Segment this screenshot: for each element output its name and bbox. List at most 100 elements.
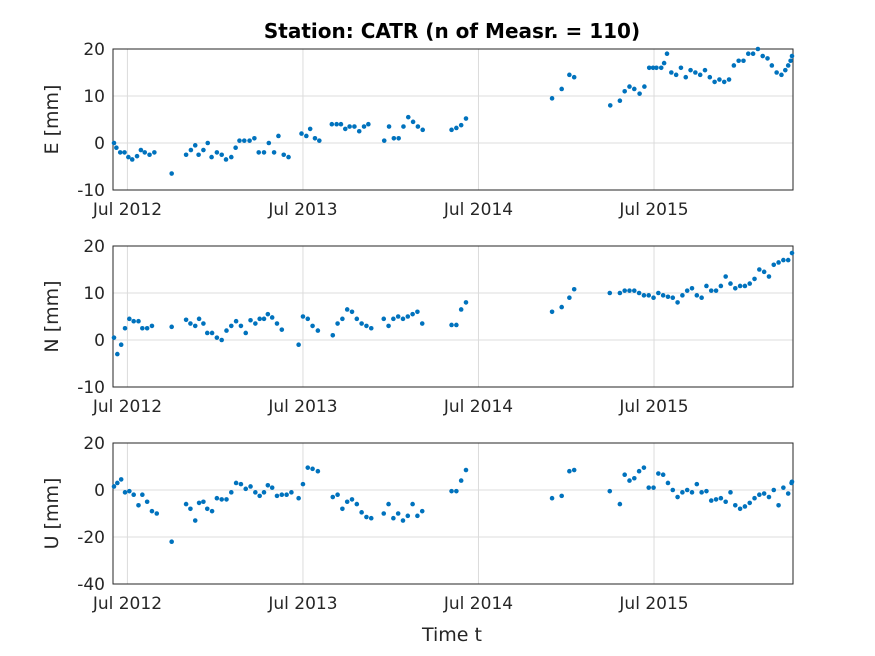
y-axis-label: E [mm] <box>41 85 63 155</box>
data-point <box>766 494 772 500</box>
data-point <box>354 316 360 322</box>
data-point <box>675 300 680 305</box>
data-point <box>721 79 727 85</box>
data-point <box>745 51 751 56</box>
data-point <box>229 154 234 160</box>
data-point <box>736 58 741 64</box>
data-point <box>785 257 791 263</box>
data-point <box>344 499 350 505</box>
data-point <box>342 126 348 132</box>
data-point <box>192 518 198 523</box>
data-point <box>704 488 709 494</box>
data-point <box>627 478 632 483</box>
data-point <box>559 304 564 310</box>
data-point <box>571 74 577 80</box>
data-point <box>761 491 767 496</box>
data-point <box>707 74 713 80</box>
data-point <box>684 288 690 293</box>
data-point <box>712 79 717 85</box>
data-point <box>741 58 746 64</box>
data-point <box>204 506 210 512</box>
data-point <box>122 490 128 495</box>
data-point <box>689 490 695 495</box>
data-point <box>747 281 753 286</box>
data-point <box>126 154 131 160</box>
data-point <box>627 84 632 89</box>
data-point <box>233 480 239 486</box>
y-axis-label: U [mm] <box>41 478 63 550</box>
data-point <box>214 150 220 155</box>
data-point <box>364 323 369 329</box>
data-point <box>111 484 117 489</box>
data-point <box>188 506 193 512</box>
data-point <box>229 323 234 329</box>
data-point <box>261 316 267 322</box>
data-point <box>617 501 623 507</box>
data-point <box>289 490 294 495</box>
data-point <box>122 325 128 331</box>
data-point <box>396 136 401 141</box>
data-point <box>368 325 374 331</box>
data-point <box>248 317 253 323</box>
data-point <box>742 504 748 509</box>
data-point <box>344 307 350 312</box>
data-point <box>571 286 577 292</box>
data-point <box>359 321 364 326</box>
data-point <box>732 286 738 291</box>
data-point <box>219 152 224 158</box>
data-point <box>454 322 459 328</box>
data-point <box>269 485 275 490</box>
data-point <box>607 488 613 494</box>
data-point <box>284 492 289 498</box>
subplot-frame <box>112 442 794 585</box>
data-point <box>381 511 387 516</box>
data-point <box>636 290 642 296</box>
data-point <box>622 288 627 293</box>
data-point <box>209 330 215 336</box>
data-point <box>617 290 623 296</box>
data-point <box>704 283 709 289</box>
data-point <box>192 323 198 329</box>
data-point <box>152 150 157 155</box>
x-tick-label: Jul 2013 <box>267 594 337 614</box>
data-point <box>400 518 406 523</box>
data-point <box>261 490 267 495</box>
data-point <box>567 72 572 78</box>
data-point <box>693 70 698 75</box>
data-point <box>713 497 719 502</box>
data-point <box>140 492 145 498</box>
data-point <box>617 98 623 103</box>
data-point <box>352 124 357 129</box>
subplot-border <box>112 442 794 585</box>
data-point <box>718 495 724 501</box>
data-point <box>702 67 708 73</box>
data-point <box>142 150 148 155</box>
data-point <box>257 316 262 322</box>
data-point <box>549 96 555 101</box>
subplot-1: -10 0 10 20 Jul 2012 Jul 2013 Jul 2014 Jul 2015… <box>41 40 795 220</box>
data-point <box>237 138 242 143</box>
data-point <box>204 330 210 336</box>
data-point <box>781 485 786 490</box>
data-point <box>641 293 647 298</box>
data-point <box>789 250 795 256</box>
data-point <box>771 262 777 268</box>
data-point <box>760 53 766 59</box>
y-tick-label: 20 <box>83 237 105 257</box>
data-point <box>129 157 135 162</box>
data-point <box>335 492 340 498</box>
data-point <box>415 124 421 129</box>
data-point <box>410 311 415 317</box>
data-point <box>658 65 664 71</box>
data-point <box>253 490 258 495</box>
data-point <box>266 140 272 146</box>
data-point <box>312 136 318 141</box>
data-point <box>559 86 564 92</box>
data-point <box>209 508 215 514</box>
data-point <box>305 465 311 470</box>
data-point <box>723 499 728 505</box>
data-point <box>183 317 189 323</box>
data-point <box>757 492 762 498</box>
data-point <box>315 328 321 333</box>
data-point <box>149 323 155 329</box>
